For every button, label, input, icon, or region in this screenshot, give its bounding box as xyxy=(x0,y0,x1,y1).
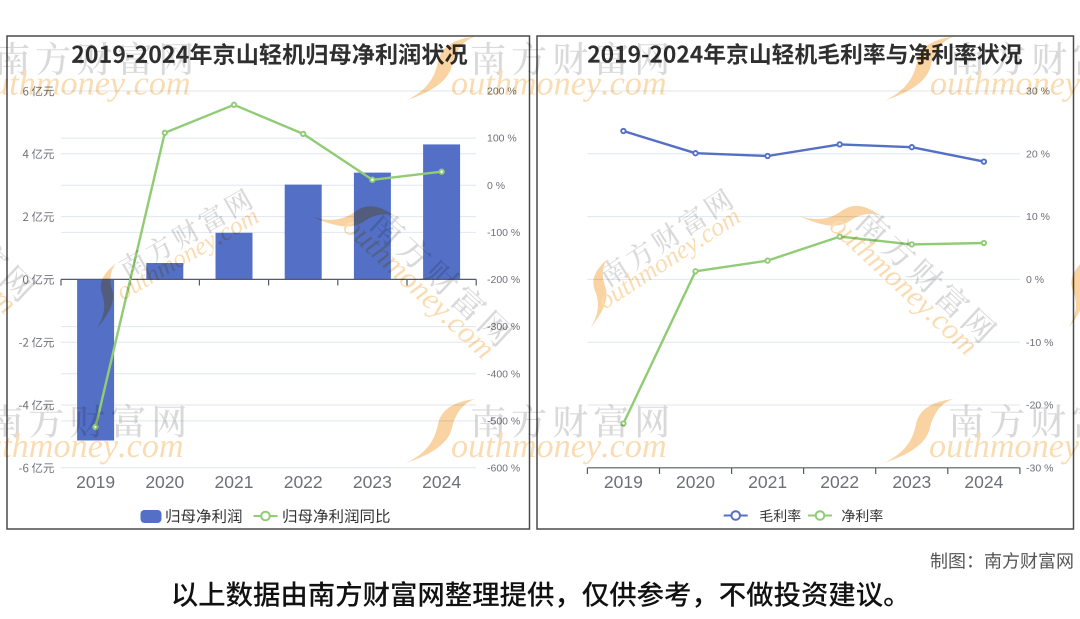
svg-text:0 %: 0 % xyxy=(1026,274,1044,286)
svg-text:2020: 2020 xyxy=(145,472,184,492)
svg-text:100 %: 100 % xyxy=(487,133,517,145)
svg-text:20 %: 20 % xyxy=(1026,148,1050,160)
svg-text:2024: 2024 xyxy=(964,472,1003,492)
svg-text:2019: 2019 xyxy=(76,472,115,492)
svg-text:-200 %: -200 % xyxy=(487,274,520,286)
svg-text:2021: 2021 xyxy=(748,472,787,492)
svg-text:-20 %: -20 % xyxy=(1026,400,1053,412)
svg-text:-30 %: -30 % xyxy=(1026,462,1053,474)
svg-text:-100 %: -100 % xyxy=(487,227,520,239)
svg-text:2023: 2023 xyxy=(892,472,931,492)
svg-text:-400 %: -400 % xyxy=(487,368,520,380)
svg-text:2019: 2019 xyxy=(604,472,643,492)
svg-text:-600 %: -600 % xyxy=(487,462,520,474)
svg-text:2021: 2021 xyxy=(215,472,254,492)
svg-text:2022: 2022 xyxy=(284,472,323,492)
svg-text:10 %: 10 % xyxy=(1026,211,1050,223)
svg-text:200 %: 200 % xyxy=(487,86,517,98)
svg-text:2023: 2023 xyxy=(353,472,392,492)
svg-text:0 %: 0 % xyxy=(487,180,505,192)
svg-text:-500 %: -500 % xyxy=(487,416,520,428)
svg-text:30 %: 30 % xyxy=(1026,86,1050,98)
svg-text:2024: 2024 xyxy=(422,472,461,492)
svg-text:2020: 2020 xyxy=(676,472,715,492)
svg-text:2022: 2022 xyxy=(820,472,859,492)
svg-text:-10 %: -10 % xyxy=(1026,337,1053,349)
